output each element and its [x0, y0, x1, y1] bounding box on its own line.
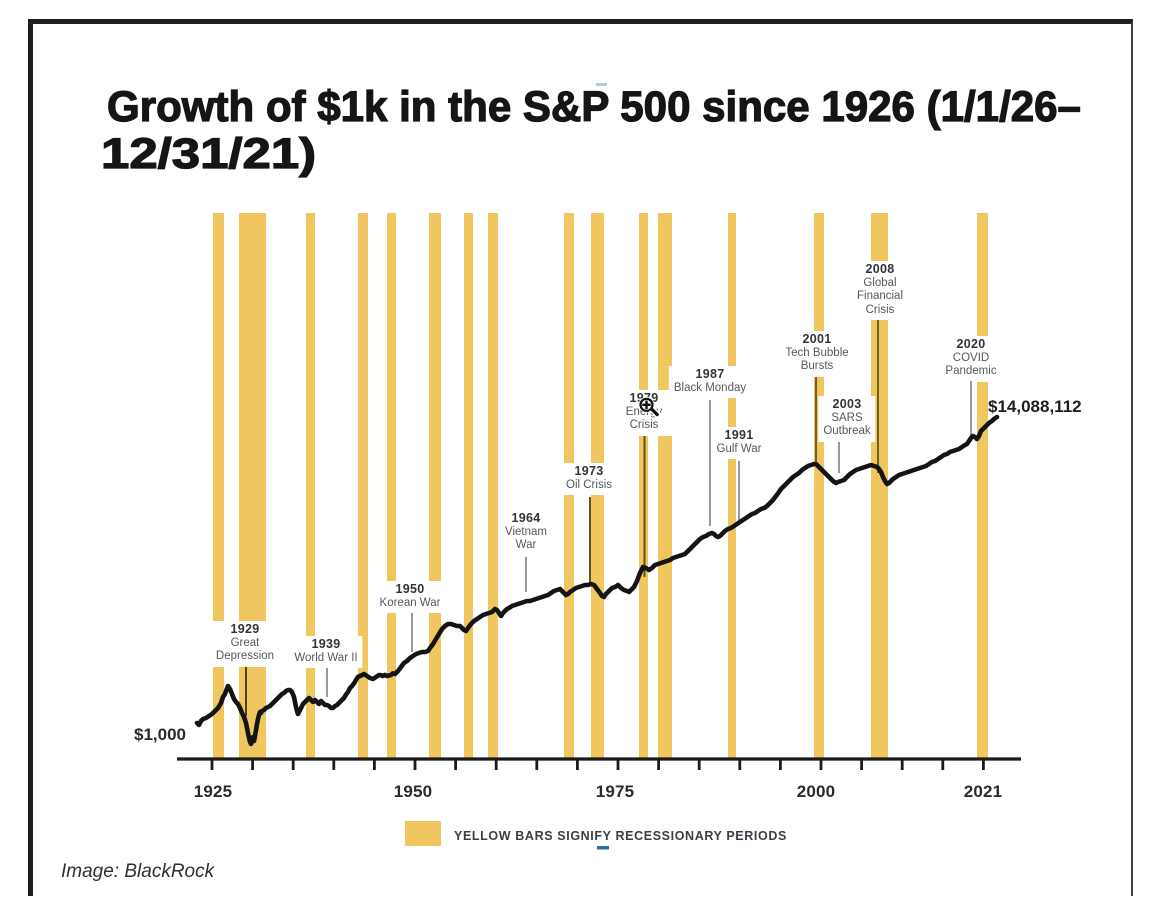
svg-text:$14,088,112: $14,088,112: [988, 397, 1082, 416]
svg-text:$1,000: $1,000: [134, 725, 186, 744]
svg-text:2021: 2021: [964, 782, 1003, 801]
svg-text:1975: 1975: [596, 782, 635, 801]
svg-text:YELLOW BARS SIGNIFY RECESSIONA: YELLOW BARS SIGNIFY RECESSIONARY PERIODS: [454, 829, 787, 843]
svg-text:1925: 1925: [194, 782, 233, 801]
svg-text:2000: 2000: [797, 782, 836, 801]
svg-text:1950: 1950: [394, 782, 433, 801]
